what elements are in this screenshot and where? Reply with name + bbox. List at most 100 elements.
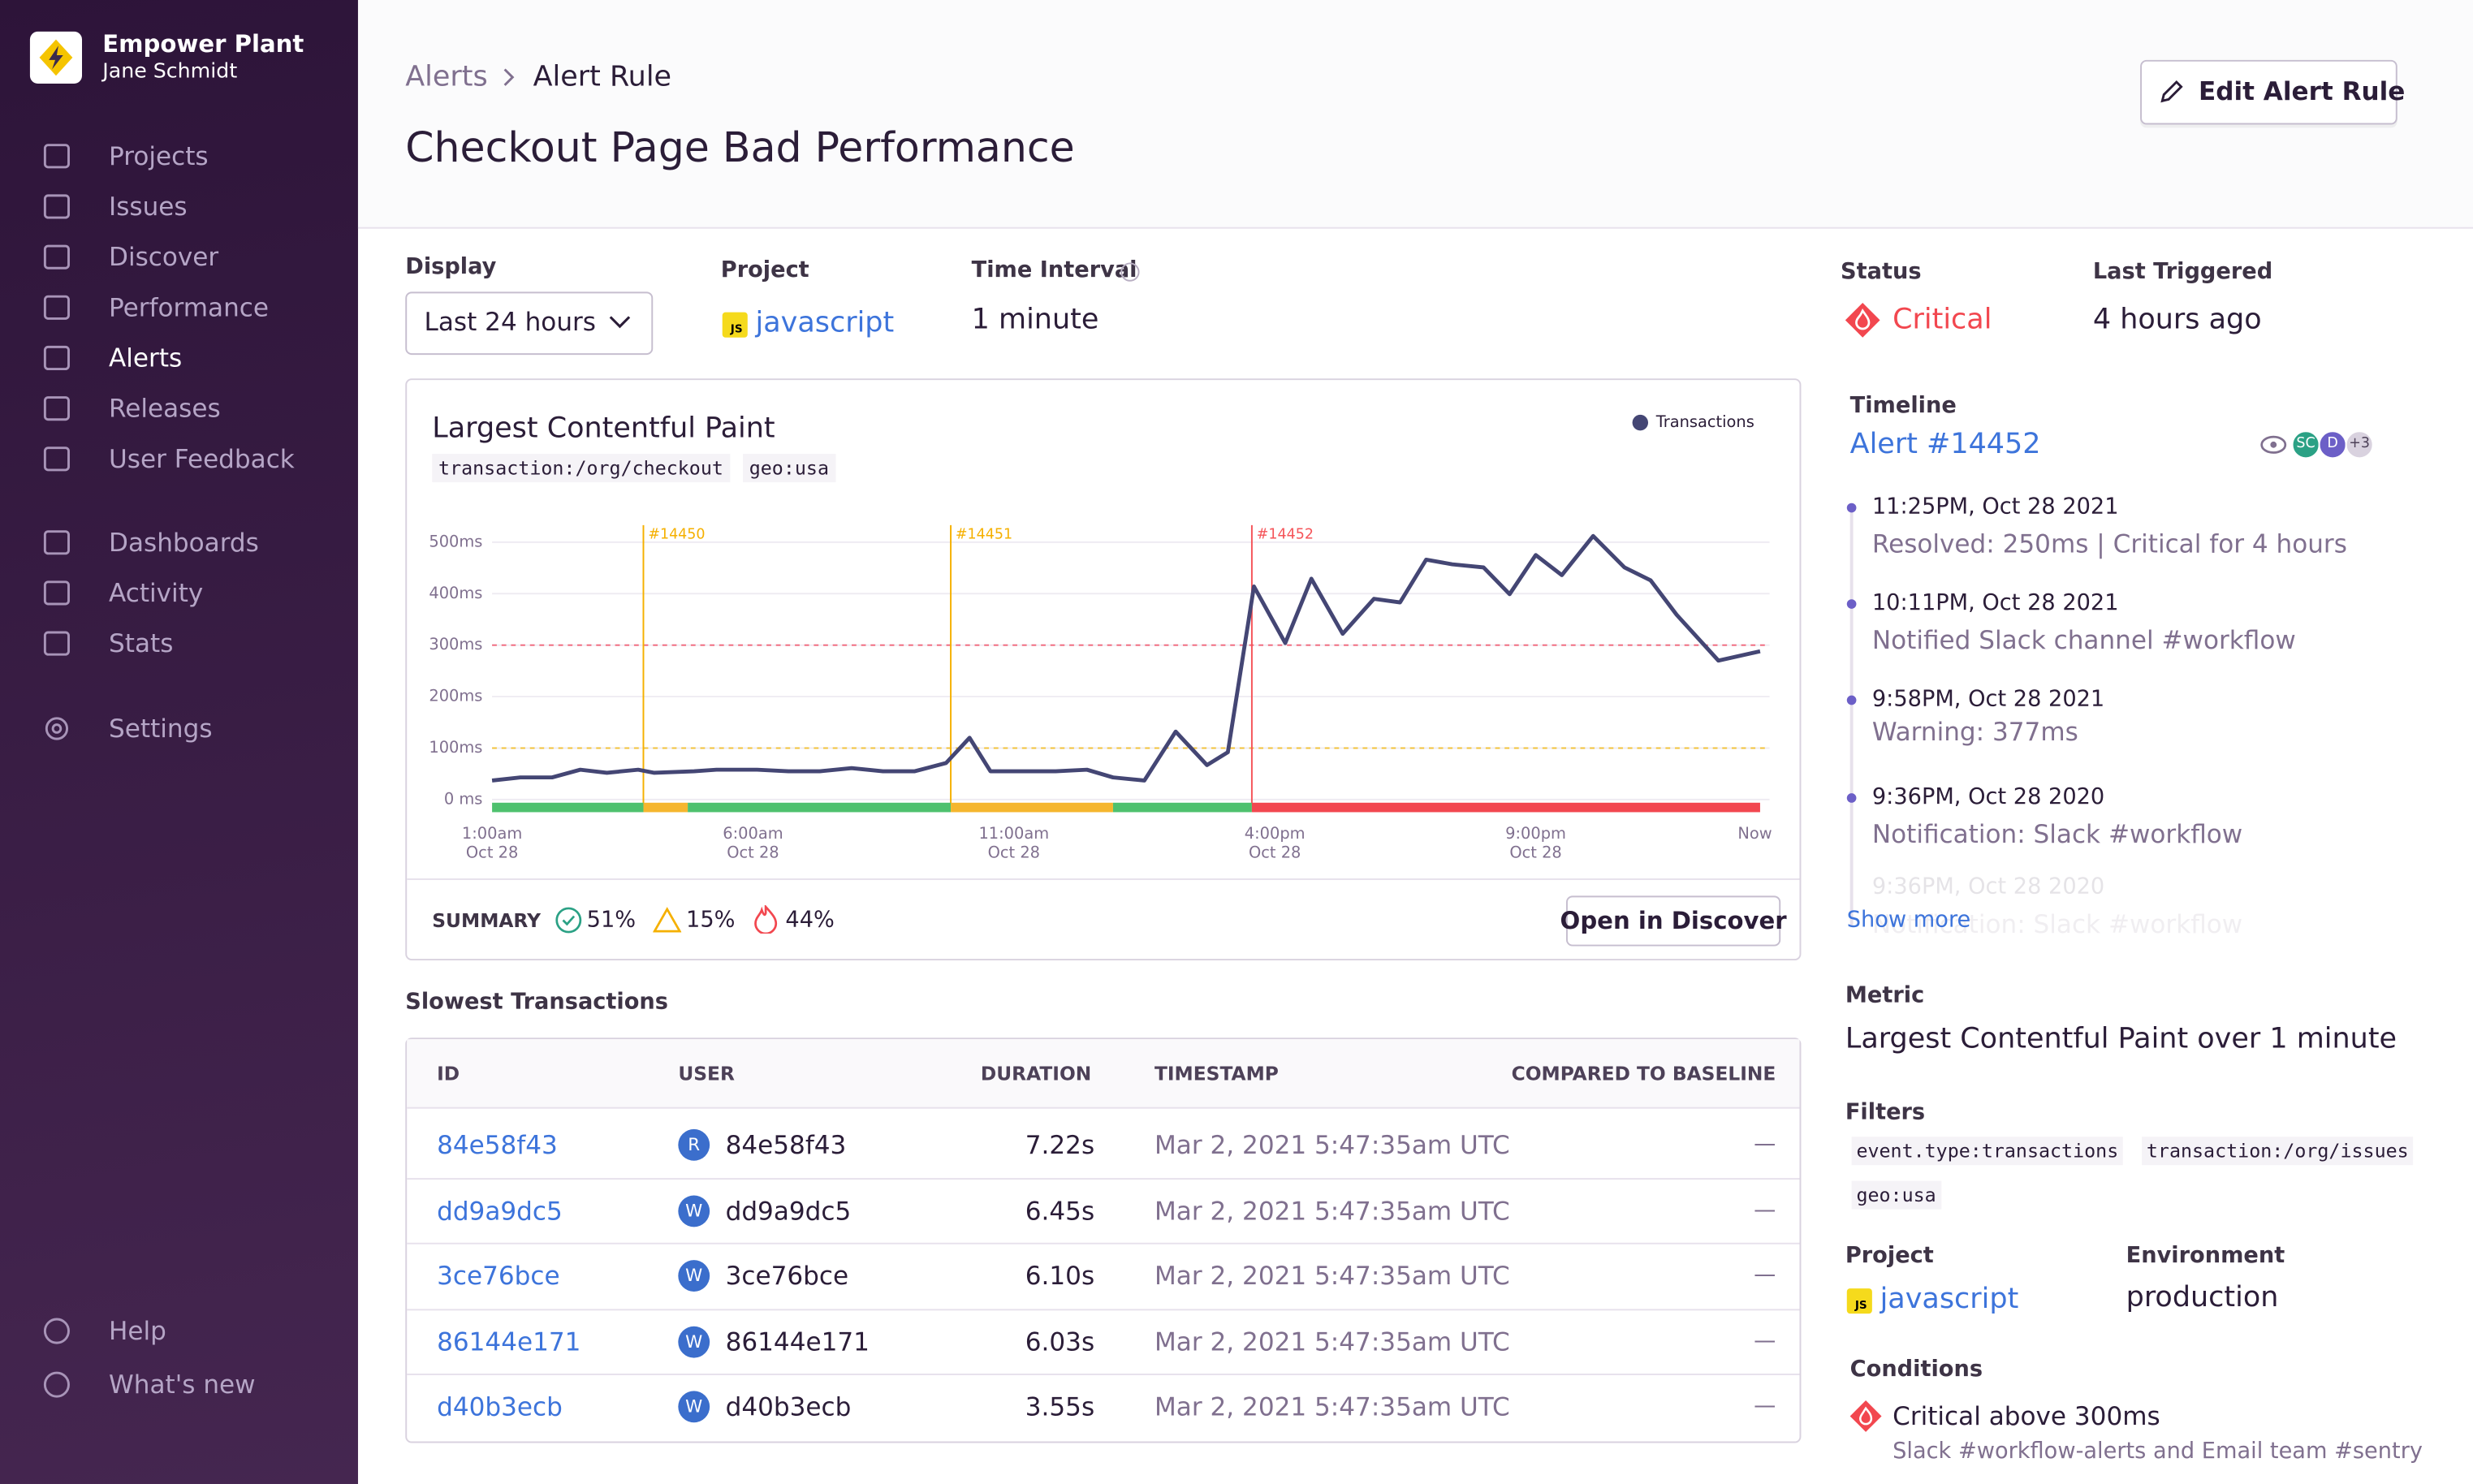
timestamp: Mar 2, 2021 5:47:35am UTC	[1154, 1196, 1510, 1227]
alert-link[interactable]: Alert #14452	[1849, 427, 2041, 461]
timeline-time: 10:11PM, Oct 28 2021	[1871, 590, 2119, 616]
column-header: USER	[678, 1062, 735, 1085]
x-tick-date: Oct 28	[727, 843, 779, 861]
status-value: Critical	[1893, 303, 1992, 337]
edit-button-label[interactable]: Edit Alert Rule	[2198, 76, 2406, 106]
timeline-dot	[1846, 695, 1857, 705]
transaction-link[interactable]: d40b3ecb	[437, 1391, 563, 1422]
nav-item[interactable]: What's new	[109, 1369, 256, 1400]
label: Metric	[1845, 983, 1925, 1009]
summary-value: 51%	[586, 908, 637, 934]
timeline-dot	[1846, 793, 1857, 803]
nav-item[interactable]: Performance	[109, 292, 270, 323]
condition-detail: Slack #workflow-alerts and Email team #s…	[1893, 1439, 2423, 1465]
breadcrumb: Alert Rule	[533, 60, 672, 94]
baseline: —	[1754, 1262, 1776, 1288]
baseline: —	[1754, 1197, 1776, 1223]
nav-item[interactable]: Issues	[109, 191, 188, 222]
column-header: ID	[437, 1062, 460, 1085]
table	[405, 1038, 1802, 1443]
chart-title: Largest Contentful Paint	[432, 412, 775, 446]
nav-item[interactable]: Dashboards	[109, 527, 259, 558]
user-avatar	[678, 1326, 710, 1358]
nav-icon	[43, 144, 70, 169]
nav-icon	[43, 345, 70, 371]
row-divider	[407, 1374, 1800, 1375]
avatar	[2291, 430, 2320, 459]
y-tick-label: 0 ms	[444, 789, 483, 808]
x-tick-date: Oct 28	[466, 843, 518, 861]
breadcrumb-sep	[503, 68, 515, 86]
logo-icon	[39, 39, 73, 76]
show-more[interactable]: Show more	[1846, 908, 1971, 934]
filter-label: Project	[720, 257, 809, 283]
nav-icon	[43, 295, 70, 320]
js-badge-text: JS	[1854, 1299, 1867, 1312]
avatar-letter: W	[685, 1201, 703, 1222]
label: Conditions	[1849, 1357, 1983, 1383]
label: Environment	[2126, 1243, 2285, 1270]
filter-tag: geo:usa	[1851, 1180, 1941, 1210]
nav-item[interactable]: Help	[109, 1315, 166, 1346]
legend-marker	[1632, 414, 1649, 431]
user-id: 84e58f43	[725, 1129, 847, 1160]
chevron	[609, 316, 631, 329]
warning-icon	[653, 907, 682, 933]
nav-item[interactable]: Discover	[109, 242, 219, 272]
user-avatar	[678, 1391, 710, 1423]
nav-icon	[43, 446, 70, 472]
timeline-text: Notification: Slack #workflow	[1871, 908, 2243, 939]
avatar-letter: R	[688, 1134, 701, 1155]
x-tick-label: 11:00am	[978, 824, 1049, 843]
avatar	[2345, 430, 2374, 459]
project-link[interactable]: javascript	[755, 306, 895, 340]
row-divider	[407, 1309, 1800, 1311]
nav-item[interactable]: Projects	[109, 140, 209, 171]
discover-button-label[interactable]: Open in Discover	[1560, 906, 1787, 935]
nav-item[interactable]: Stats	[109, 628, 174, 658]
user-name: Jane Schmidt	[102, 60, 238, 84]
status-segment	[951, 802, 1113, 813]
filter-tag: transaction:/org/checkout	[432, 454, 730, 483]
js-badge	[1846, 1288, 1872, 1314]
status-segment	[492, 802, 644, 813]
duration: 6.45s	[1025, 1196, 1095, 1227]
y-tick-label: 300ms	[429, 635, 482, 654]
x-tick-label: Now	[1737, 824, 1772, 843]
discover-button[interactable]	[1566, 895, 1781, 947]
nav-item[interactable]: Settings	[109, 713, 213, 744]
x-tick-label: 6:00am	[723, 824, 783, 843]
column-header: TIMESTAMP	[1154, 1062, 1279, 1085]
nav-item[interactable]: Activity	[109, 577, 204, 608]
summary-label: SUMMARY	[432, 909, 542, 932]
timeline-time: 9:36PM, Oct 28 2020	[1871, 784, 2105, 810]
timeline-dot	[1846, 599, 1857, 609]
timeline-dot	[1846, 503, 1857, 513]
edit-button[interactable]	[2140, 59, 2397, 125]
display-dropdown[interactable]	[405, 291, 654, 356]
transaction-link[interactable]: dd9a9dc5	[437, 1196, 563, 1227]
nav-item[interactable]: Alerts	[109, 343, 183, 373]
x-tick-date: Oct 28	[1249, 843, 1301, 861]
timeline-text: Notification: Slack #workflow	[1871, 818, 2243, 849]
avatar-text: D	[2327, 436, 2338, 452]
avatar-text: SC	[2296, 436, 2315, 452]
nav-item[interactable]: Releases	[109, 393, 221, 424]
nav-icon	[43, 244, 70, 270]
dropdown-value[interactable]: Last 24 hours	[424, 306, 596, 337]
org-name: Empower Plant	[102, 29, 304, 58]
table-header	[407, 1039, 1800, 1109]
transaction-link[interactable]: 86144e171	[437, 1327, 581, 1357]
nav-item[interactable]: User Feedback	[109, 443, 295, 474]
page-title: Checkout Page Bad Performance	[405, 125, 1075, 173]
y-tick-label: 100ms	[429, 738, 482, 757]
transaction-link[interactable]: 84e58f43	[437, 1129, 558, 1160]
critical-icon	[1845, 302, 1880, 338]
project-link[interactable]: javascript	[1880, 1282, 2019, 1316]
divider	[407, 878, 1800, 880]
breadcrumb[interactable]: Alerts	[405, 60, 488, 94]
transaction-link[interactable]: 3ce76bce	[437, 1260, 560, 1291]
baseline: —	[1754, 1132, 1776, 1158]
footer-icon	[43, 1371, 70, 1398]
nav-icon	[43, 396, 70, 421]
